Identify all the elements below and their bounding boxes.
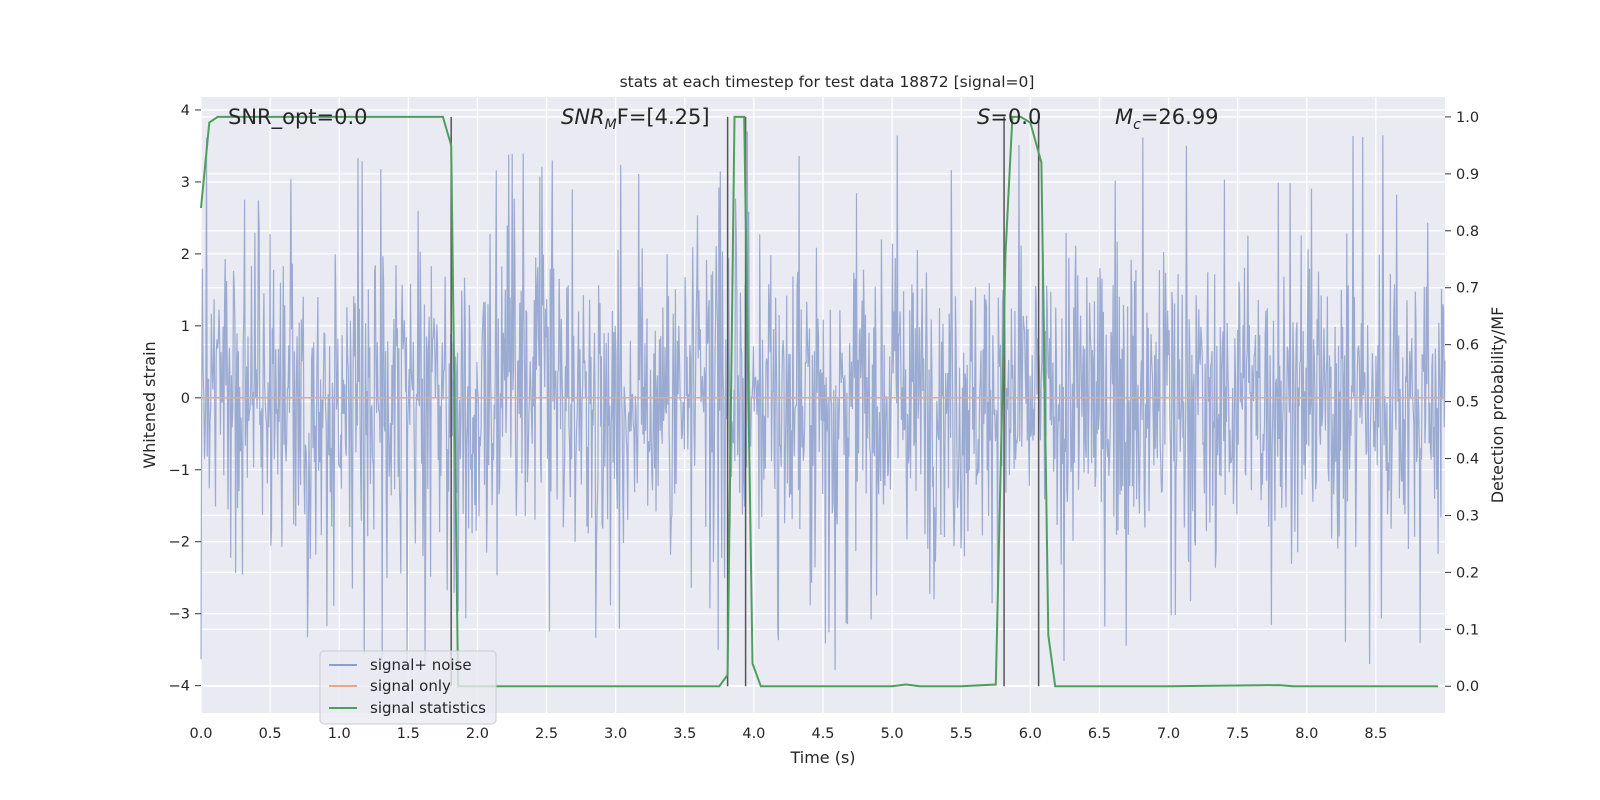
- x-tick-label: 6.0: [1019, 726, 1042, 742]
- y-right-tick-label: 0.5: [1456, 395, 1479, 411]
- legend-label-signal-only: signal only: [370, 677, 451, 695]
- y-right-tick-label: 0.7: [1456, 281, 1479, 297]
- y-right-tick-label: 0.8: [1456, 224, 1479, 240]
- noise-line: [200, 131, 1446, 671]
- y-axis-label: Whitened strain: [140, 341, 159, 468]
- annotation-s: S=0.0: [977, 105, 1041, 129]
- annotation-mc: Mc=26.99: [1115, 105, 1219, 133]
- snr-mf-rest: F=[4.25]: [617, 105, 710, 129]
- y-right-tick-label: 0.4: [1456, 452, 1479, 468]
- y-right-axis-ticks: 1.0 0.9 0.8 0.7 0.6 0.5 0.4 0.3 0.2 0.1 0.0: [1445, 110, 1479, 695]
- x-tick-label: 4.0: [742, 726, 765, 742]
- legend-box: [319, 650, 497, 725]
- x-tick-label: 7.5: [1226, 726, 1249, 742]
- x-tick-label: 2.0: [466, 726, 489, 742]
- y-right-tick-label: 0.0: [1456, 679, 1479, 695]
- snr-mf-base: SNR: [561, 105, 605, 129]
- x-tick-label: 0.5: [259, 726, 282, 742]
- x-tick-label: 1.0: [328, 726, 351, 742]
- x-tick-label: 8.0: [1295, 726, 1318, 742]
- y-tick-label: 1: [181, 319, 190, 335]
- mc-rest: =26.99: [1141, 105, 1219, 129]
- y-right-axis-label: Detection probability/MF: [1488, 307, 1507, 504]
- y-tick-label: 3: [181, 175, 190, 191]
- mc-subscript: c: [1133, 117, 1141, 133]
- y-right-tick-label: 1.0: [1456, 110, 1479, 126]
- legend-label-statistics: signal statistics: [370, 699, 486, 717]
- statistics-line: [200, 115, 1439, 688]
- y-right-tick-label: 0.3: [1456, 508, 1479, 524]
- x-tick-label: 6.5: [1088, 726, 1111, 742]
- y-tick-label: 4: [181, 103, 190, 119]
- chart-title: stats at each timestep for test data 188…: [620, 73, 1035, 91]
- snr-mf-subscript: M: [605, 117, 617, 133]
- y-tick-label: −1: [169, 463, 190, 479]
- y-right-tick-label: 0.1: [1456, 622, 1479, 638]
- legend: signal+ noise signal only signal statist…: [319, 650, 497, 725]
- annotation-snr-opt: SNR_opt=0.0: [228, 105, 368, 130]
- s-symbol: S: [977, 105, 990, 129]
- y-right-tick-label: 0.9: [1456, 167, 1479, 183]
- y-tick-label: −4: [169, 679, 190, 695]
- statistics-series: [200, 115, 1439, 688]
- annotation-snr-mf: SNRMF=[4.25]: [561, 105, 710, 133]
- x-axis-ticks: 0.0 0.5 1.0 1.5 2.0 2.5 3.0 3.5 4.0 4.5 5.0 5.5 6.0 6…: [189, 726, 1387, 742]
- noise-series: [200, 131, 1446, 671]
- x-tick-label: 5.5: [950, 726, 973, 742]
- y-right-tick-label: 0.6: [1456, 338, 1479, 354]
- legend-label-noise: signal+ noise: [370, 656, 472, 674]
- mc-symbol: M: [1115, 105, 1133, 129]
- y-tick-label: 2: [181, 247, 190, 263]
- x-tick-label: 0.0: [189, 726, 212, 742]
- y-tick-label: −2: [169, 535, 190, 551]
- y-axis-ticks: 4 3 2 1 0 −1 −2 −3 −4: [169, 103, 201, 695]
- x-tick-label: 3.0: [604, 726, 627, 742]
- y-tick-label: −3: [169, 607, 190, 623]
- x-axis-label: Time (s): [789, 748, 855, 767]
- x-tick-label: 8.5: [1364, 726, 1387, 742]
- x-tick-label: 3.5: [673, 726, 696, 742]
- x-tick-label: 1.5: [397, 726, 420, 742]
- x-tick-label: 4.5: [811, 726, 834, 742]
- x-tick-label: 5.0: [881, 726, 904, 742]
- s-rest: =0.0: [990, 105, 1041, 129]
- x-tick-label: 2.5: [535, 726, 558, 742]
- y-right-tick-label: 0.2: [1456, 565, 1479, 581]
- y-tick-label: 0: [181, 391, 190, 407]
- x-tick-label: 7.0: [1157, 726, 1180, 742]
